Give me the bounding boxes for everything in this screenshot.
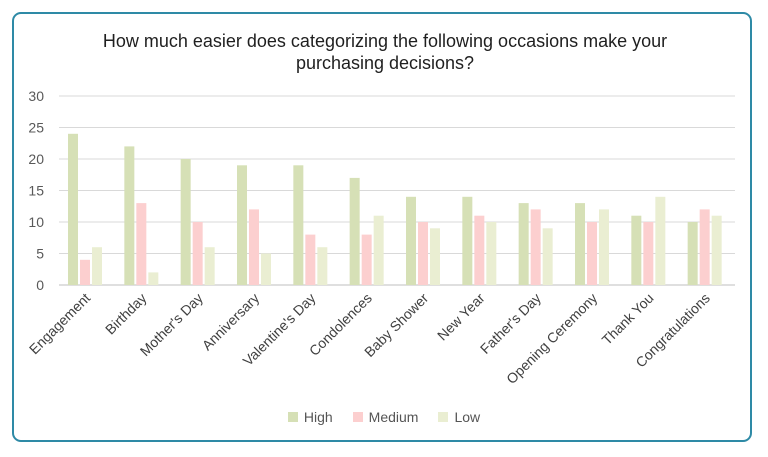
bar-high-9	[575, 203, 585, 285]
bar-low-2	[204, 247, 215, 285]
bar-high-11	[687, 222, 698, 285]
y-tick-label: 15	[28, 183, 44, 199]
bar-low-0	[92, 247, 102, 285]
bar-low-10	[655, 196, 666, 285]
bar-high-2	[180, 159, 191, 285]
bar-high-7	[462, 196, 473, 285]
x-tick-label: Thank You	[599, 290, 657, 348]
y-tick-label: 20	[28, 151, 44, 167]
bar-medium-11	[699, 209, 710, 285]
bar-high-6	[406, 196, 416, 285]
bar-low-8	[542, 228, 553, 285]
bar-medium-0	[80, 259, 90, 285]
legend-item-medium: Medium	[352, 409, 419, 425]
legend-item-low: Low	[438, 409, 480, 425]
bar-high-8	[518, 203, 529, 285]
x-tick-label: Engagement	[26, 290, 94, 358]
bar-medium-2	[192, 222, 203, 285]
bar-low-1	[148, 272, 159, 285]
bar-medium-7	[474, 215, 485, 285]
bar-medium-8	[530, 209, 541, 285]
y-tick-label: 30	[28, 88, 44, 104]
legend-label: Low	[454, 409, 481, 425]
y-tick-label: 5	[36, 246, 44, 262]
bar-medium-3	[249, 209, 259, 285]
bar-high-1	[124, 146, 135, 285]
bar-medium-4	[305, 234, 316, 285]
legend-label: Medium	[368, 409, 419, 425]
bar-medium-10	[643, 222, 654, 285]
x-tick-label: New Year	[434, 290, 488, 344]
bar-high-4	[293, 165, 304, 285]
bar-high-0	[68, 133, 78, 285]
chart-legend: High Medium Low	[0, 409, 768, 425]
bar-high-3	[237, 165, 247, 285]
bar-medium-1	[136, 203, 147, 285]
bar-low-7	[486, 222, 497, 285]
bar-low-3	[261, 253, 271, 285]
bar-low-11	[711, 215, 722, 285]
bar-low-6	[430, 228, 440, 285]
legend-swatch	[438, 412, 449, 422]
legend-item-high: High	[287, 409, 333, 425]
bar-medium-5	[361, 234, 372, 285]
bar-medium-6	[418, 222, 428, 285]
y-tick-label: 0	[36, 277, 44, 293]
bar-high-5	[349, 177, 360, 285]
bar-low-4	[317, 247, 328, 285]
bar-low-5	[373, 215, 384, 285]
bar-low-9	[599, 209, 609, 285]
x-tick-label: Birthday	[102, 290, 150, 338]
bar-medium-9	[587, 222, 597, 285]
legend-swatch	[352, 412, 363, 422]
bar-high-10	[631, 215, 642, 285]
y-tick-label: 25	[28, 120, 44, 136]
legend-label: High	[303, 409, 333, 425]
chart-title: How much easier does categorizing the fo…	[102, 31, 668, 73]
y-tick-label: 10	[28, 214, 44, 230]
legend-swatch	[287, 412, 298, 422]
